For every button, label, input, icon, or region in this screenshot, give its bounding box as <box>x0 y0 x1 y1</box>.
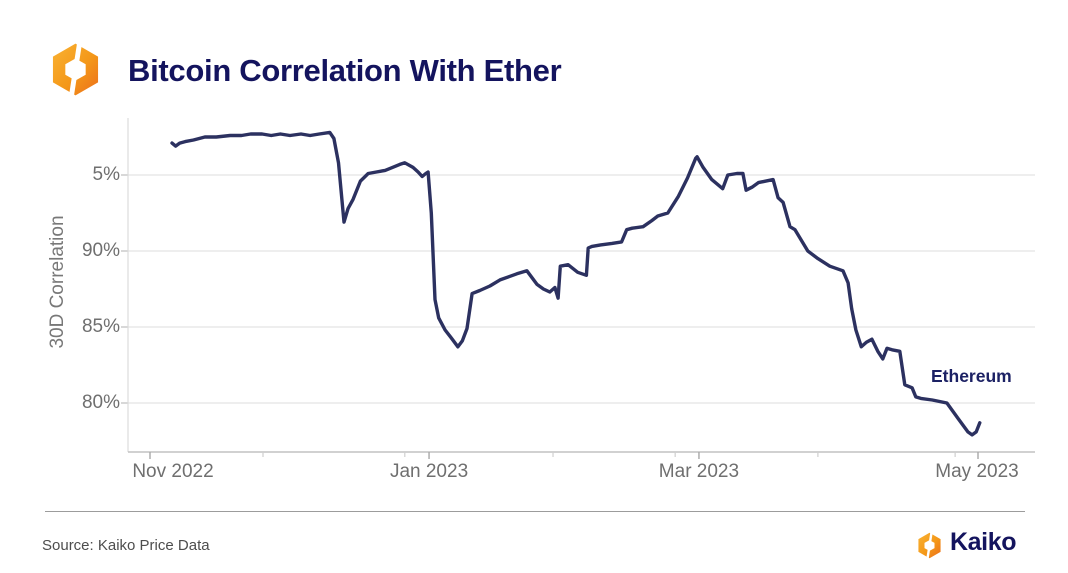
y-tick-label: 5% <box>92 164 120 185</box>
y-axis-title: 30D Correlation <box>47 215 68 349</box>
ethereum-series-label: Ethereum <box>931 366 1012 386</box>
x-tick-label: May 2023 <box>935 461 1019 482</box>
x-tick-label: Mar 2023 <box>658 461 740 482</box>
gridlines <box>128 174 1035 404</box>
y-tick-label: 85% <box>81 316 120 337</box>
kaiko-hexagon-icon-svg <box>918 531 941 560</box>
source-note: Source: Kaiko Price Data <box>42 537 210 554</box>
kaiko-wordmark: Kaiko <box>950 528 1017 556</box>
x-tick-label: Jan 2023 <box>389 461 469 482</box>
y-tick-label: 90% <box>81 240 120 261</box>
page-title: Bitcoin Correlation With Ether <box>128 53 562 88</box>
chart-canvas <box>121 118 1035 459</box>
x-tick-label: Nov 2022 <box>132 461 214 482</box>
kaiko-hexagon-icon <box>48 40 103 99</box>
footer-divider <box>45 511 1025 512</box>
kaiko-hexagon-icon <box>916 531 943 560</box>
y-tick-label: 80% <box>81 392 120 413</box>
kaiko-hexagon-icon-svg <box>52 40 99 99</box>
axis-spines-and-ticks <box>121 118 1035 459</box>
ethereum-line <box>170 130 982 437</box>
